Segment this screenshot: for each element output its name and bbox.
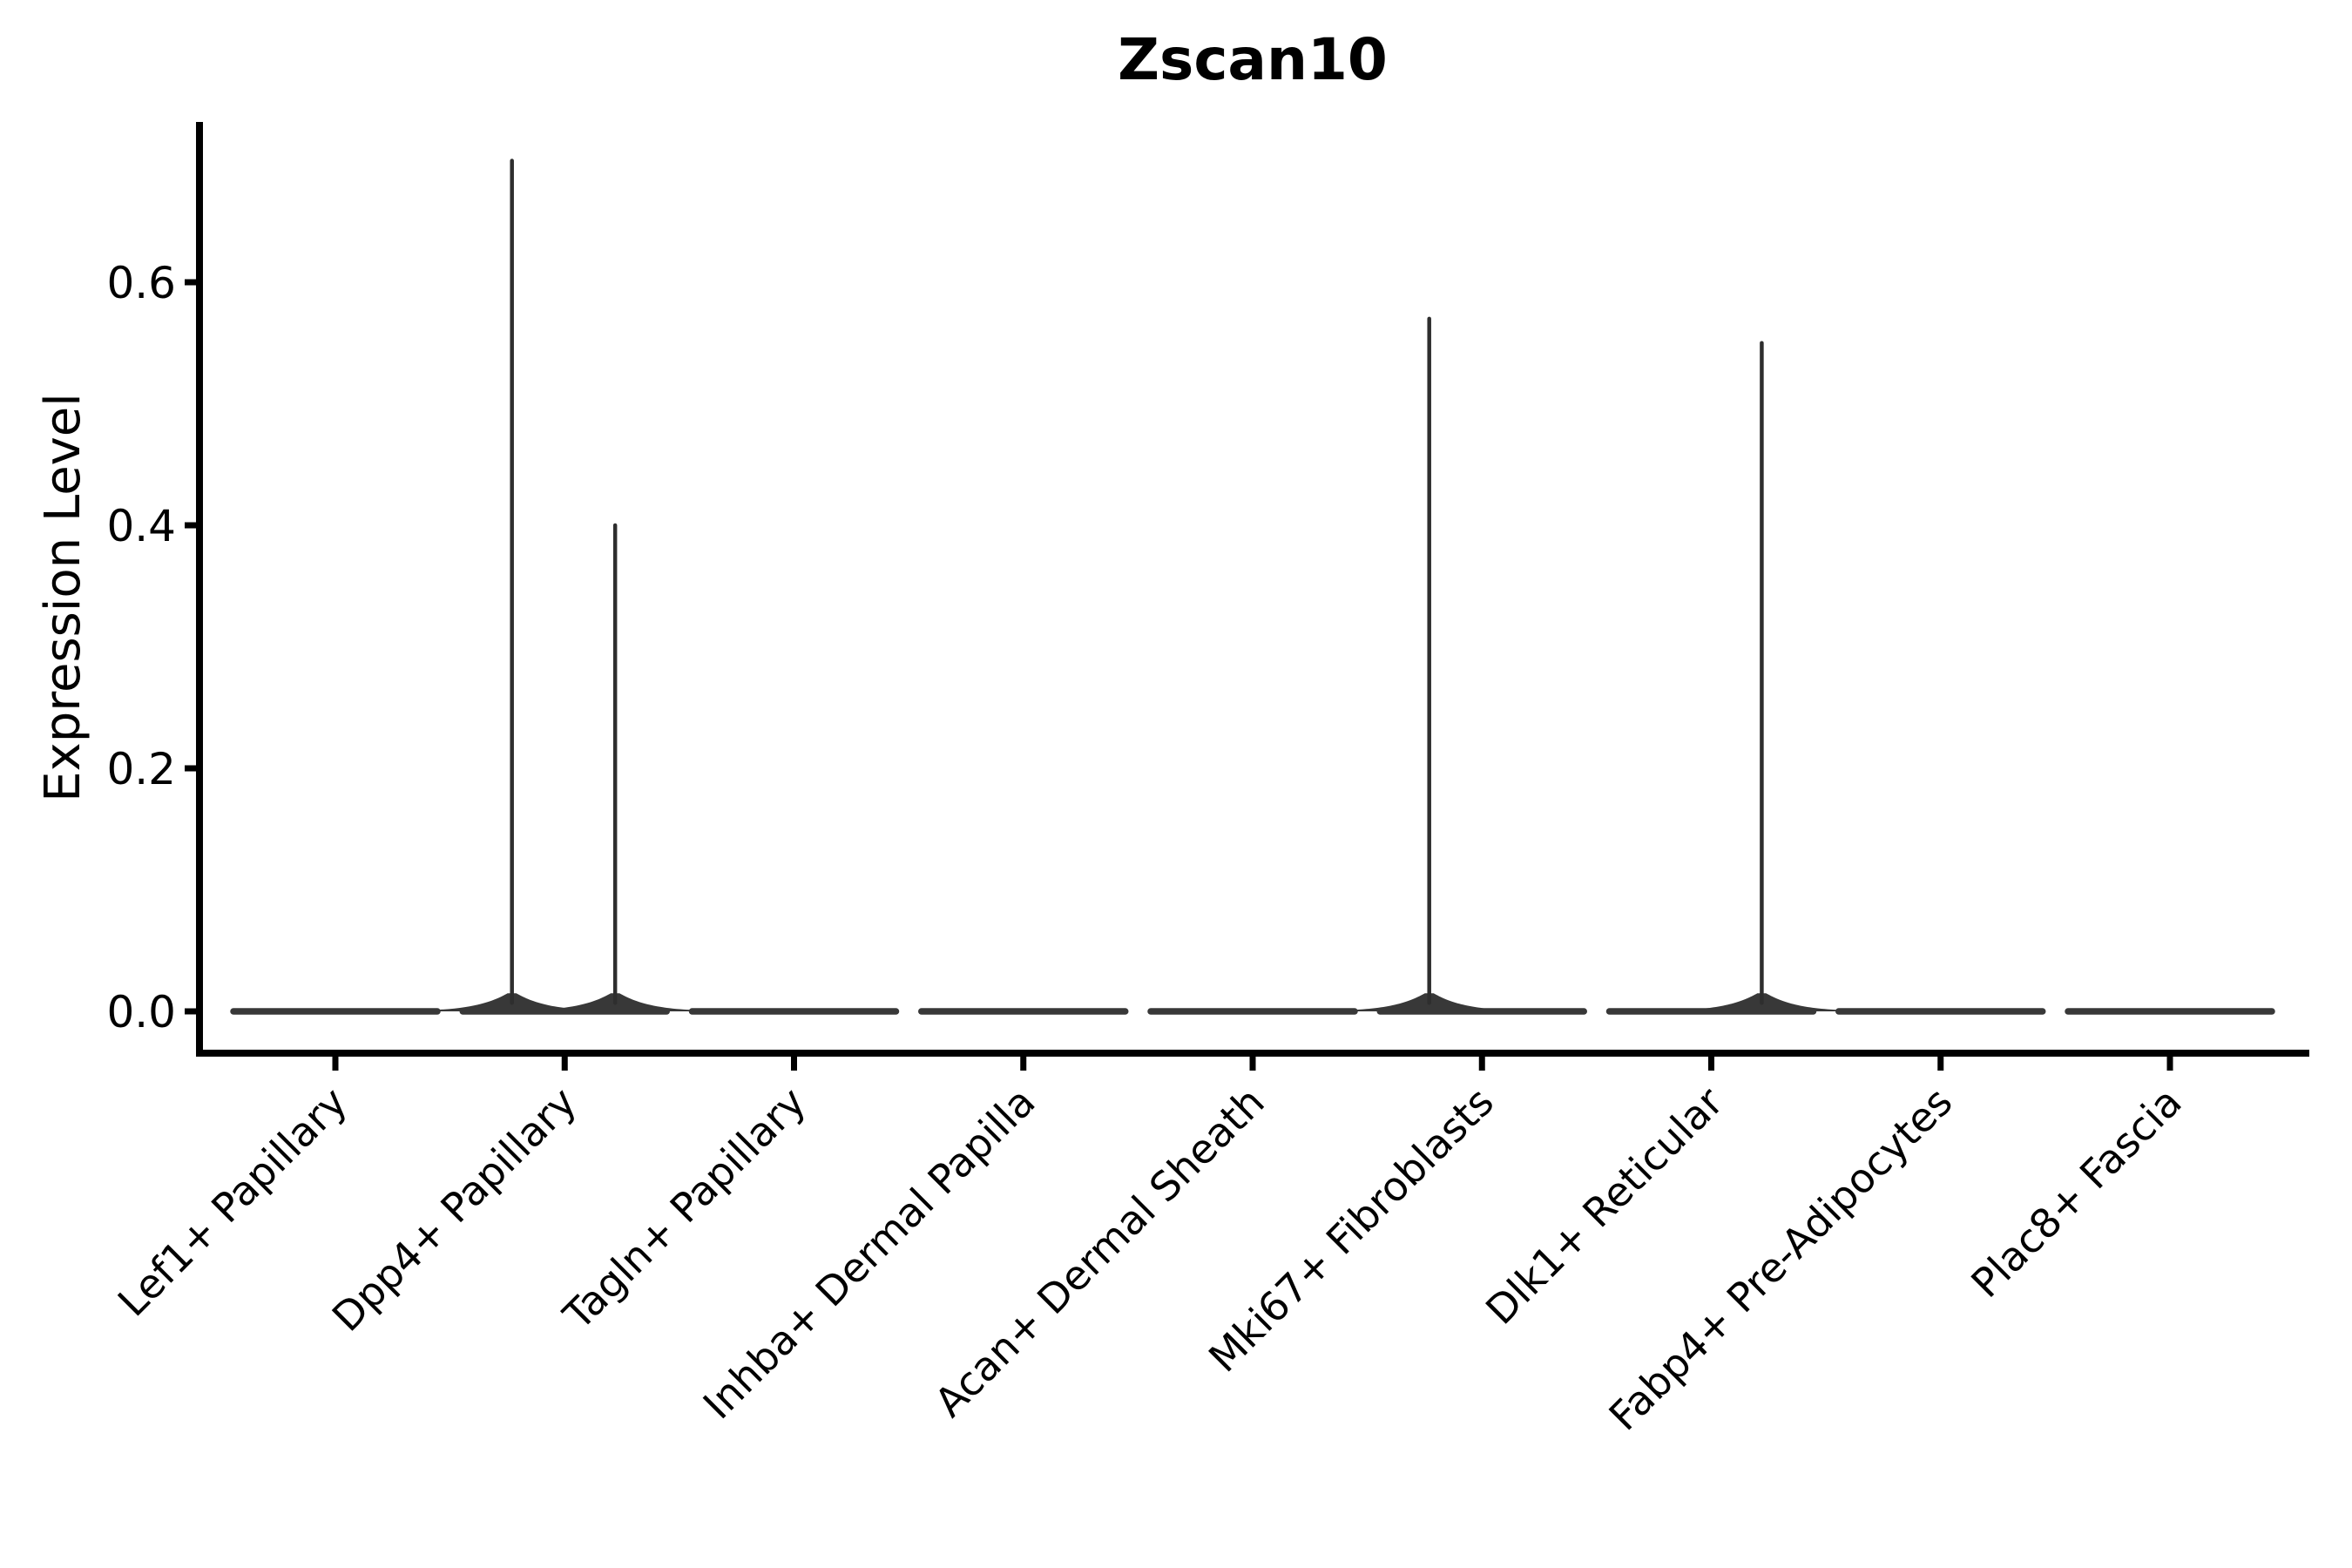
x-tick-label: Dlk1+ Reticular: [1477, 1078, 1732, 1334]
y-tick-label: 0.0: [106, 987, 176, 1037]
chart-title: Zscan10: [1118, 26, 1388, 93]
x-tick-label: Dpp4+ Papillary: [323, 1078, 585, 1341]
x-tick-label: Lef1+ Papillary: [109, 1078, 356, 1326]
y-tick-label: 0.2: [106, 744, 176, 794]
x-tick-label: Plac8+ Fascia: [1962, 1078, 2190, 1307]
y-tick-label: 0.4: [106, 501, 176, 551]
x-tick-label: Tagln+ Papillary: [554, 1078, 815, 1340]
y-tick-label: 0.6: [106, 258, 176, 308]
